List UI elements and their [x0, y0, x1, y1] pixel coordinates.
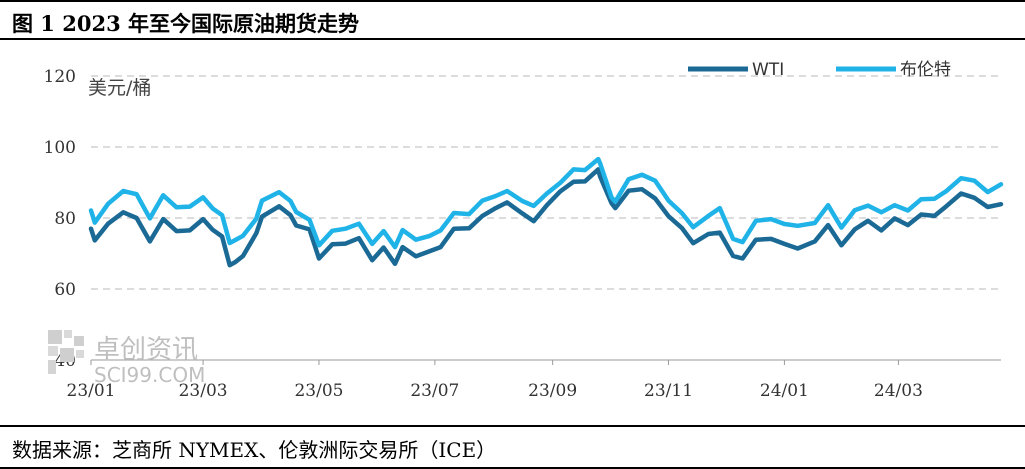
x-tick-label: 23/03	[179, 381, 228, 401]
watermark-block	[48, 360, 56, 374]
x-tick-label: 23/05	[294, 381, 343, 401]
legend: WTI 布伦特	[688, 60, 951, 80]
x-axis: 23/01 23/03 23/05 23/07 23/09 23/11 24/01 24/03	[67, 360, 923, 401]
series-line-2	[88, 156, 1004, 250]
x-tick-label: 23/07	[410, 381, 459, 401]
series-line-1	[88, 167, 1004, 268]
source-note: 数据来源：芝商所 NYMEX、伦敦洲际交易所（ICE）	[12, 438, 497, 462]
y-tick-label: 120	[44, 67, 76, 87]
x-tick-label: 23/09	[528, 381, 577, 401]
chart-area: 406080100120 23/0123/0323/0523/0723/0923…	[0, 40, 1025, 425]
watermark-block	[76, 350, 84, 358]
watermark-logo: 卓创资讯 SCI99.COM	[48, 330, 205, 387]
series-lines	[88, 156, 1004, 268]
watermark-block	[64, 330, 72, 338]
watermark-block	[48, 330, 62, 344]
y-axis: 406080100120	[44, 67, 76, 371]
legend-label: 布伦特	[900, 60, 951, 80]
y-tick-label: 100	[44, 138, 76, 158]
y-tick-label: 80	[54, 209, 76, 229]
watermark-block	[48, 346, 58, 356]
y-tick-label: 60	[54, 280, 76, 300]
legend-label: WTI	[752, 60, 784, 80]
x-tick-label: 23/01	[67, 381, 116, 401]
y-axis-unit-label: 美元/桶	[88, 77, 151, 99]
line-chart: 406080100120 23/0123/0323/0523/0723/0923…	[44, 60, 1004, 401]
x-tick-label: 23/11	[644, 381, 693, 401]
title-bar: 图 1 2023 年至今国际原油期货走势	[0, 0, 1025, 40]
watermark-cn: 卓创资讯	[94, 335, 198, 365]
x-tick-label: 24/03	[874, 381, 923, 401]
chart-title: 图 1 2023 年至今国际原油期货走势	[12, 11, 359, 36]
watermark-block	[60, 348, 74, 362]
watermark-block	[74, 336, 84, 346]
watermark-en: SCI99.COM	[94, 363, 205, 387]
source-bar: 数据来源：芝商所 NYMEX、伦敦洲际交易所（ICE）	[0, 425, 1025, 469]
x-tick-label: 24/01	[760, 381, 809, 401]
